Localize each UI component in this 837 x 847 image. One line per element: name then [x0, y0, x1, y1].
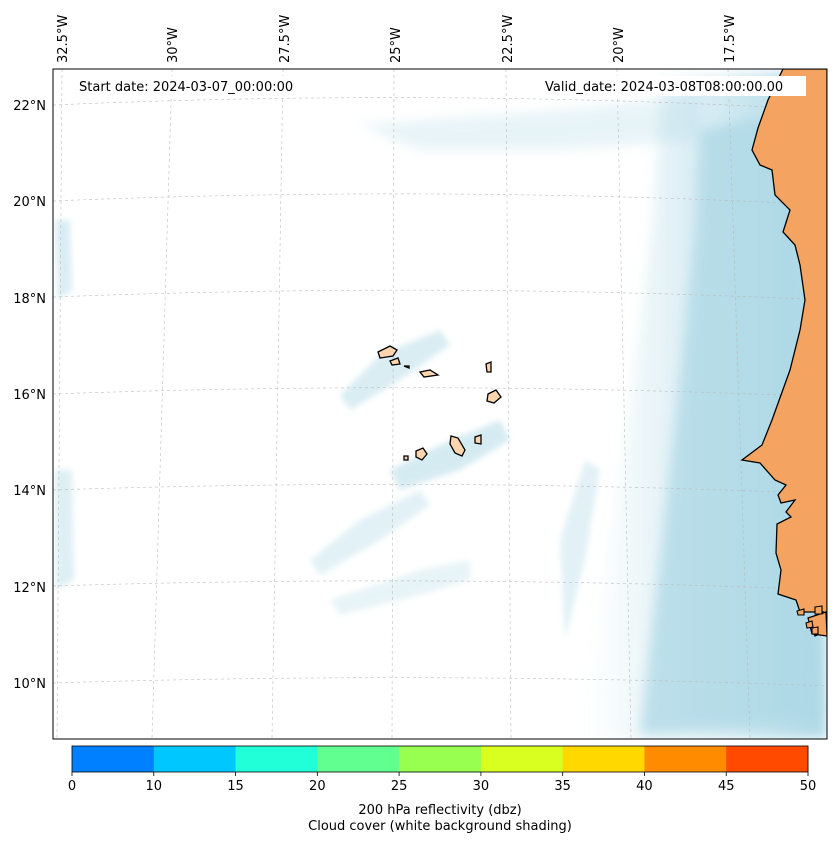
- map-frame: [52, 68, 828, 740]
- lon-label: 17.5°W: [723, 15, 738, 63]
- colorbar-tick-label: 15: [227, 779, 244, 794]
- map-panel: [53, 69, 827, 739]
- longitude-labels: 32.5°W 30°W 27.5°W 25°W 22.5°W 20°W 17.5…: [56, 15, 738, 63]
- colorbar-bin: [480, 746, 564, 772]
- island-maio: [474, 434, 482, 445]
- bijagos-islands: [796, 605, 823, 635]
- colorbar: 0 10 15 20 25 30 35 40 45 50 200 hPa reflectivity…: [68, 745, 816, 834]
- island-santo-antao: [377, 345, 398, 359]
- colorbar-tick-label: 25: [391, 779, 408, 794]
- lon-label: 32.5°W: [56, 15, 71, 63]
- island-sao-vicente: [389, 357, 401, 366]
- colorbar-tick-label: 10: [146, 779, 163, 794]
- lat-label: 10°N: [13, 677, 46, 692]
- gridlines: [53, 69, 827, 739]
- lon-label: 20°W: [612, 27, 627, 63]
- cloud-streak-center-south: [560, 460, 600, 640]
- colorbar-bin: [644, 746, 727, 772]
- colorbar-tick-label: 45: [718, 779, 735, 794]
- valid-date-label: Valid_date: 2024-03-08T08:00:00.00: [545, 80, 783, 95]
- island-fogo: [415, 447, 428, 461]
- island-brava: [403, 455, 409, 461]
- colorbar-tick-label: 50: [800, 779, 817, 794]
- lat-label: 22°N: [13, 99, 46, 114]
- cloud-band-east-core: [640, 110, 820, 735]
- lat-label: 12°N: [13, 581, 46, 596]
- colorbar-bin: [726, 746, 809, 772]
- colorbar-tick-label: 0: [68, 779, 76, 794]
- lon-label: 25°W: [389, 27, 404, 63]
- island-sal: [485, 361, 492, 373]
- lat-label: 20°N: [13, 195, 46, 210]
- cloud-cover-shading: [55, 70, 827, 739]
- cloud-streak-north: [360, 95, 700, 150]
- island-santa-luzia: [403, 365, 410, 369]
- colorbar-frame: [71, 745, 809, 773]
- cloud-streak-west-edge: [55, 220, 72, 300]
- colorbar-tick-label: 30: [473, 779, 490, 794]
- colorbar-bin: [153, 746, 237, 772]
- colorbar-tick-label: 35: [554, 779, 571, 794]
- lat-label: 18°N: [13, 292, 46, 307]
- colorbar-tick-label: 40: [636, 779, 653, 794]
- colorbar-label-line1: 200 hPa reflectivity (dbz): [358, 803, 521, 818]
- island-santiago: [449, 435, 466, 457]
- latitude-labels: 22°N 20°N 18°N 16°N 14°N 12°N 10°N: [13, 99, 46, 692]
- start-date-label: Start date: 2024-03-07_00:00:00: [79, 80, 293, 95]
- colorbar-bins: [72, 746, 809, 772]
- lat-label: 16°N: [13, 388, 46, 403]
- lon-label: 27.5°W: [278, 15, 293, 63]
- island-boa-vista: [486, 389, 502, 404]
- lon-label: 30°W: [166, 27, 181, 63]
- cape-verde-islands: [377, 345, 502, 461]
- cloud-streak-islands: [340, 330, 450, 410]
- colorbar-bin: [562, 746, 645, 772]
- colorbar-bin: [317, 746, 400, 772]
- colorbar-label-line2: Cloud cover (white background shading): [308, 819, 572, 834]
- colorbar-bin: [399, 746, 482, 772]
- island-sao-nicolau: [418, 369, 440, 378]
- colorbar-ticks: 0 10 15 20 25 30 35 40 45 50: [68, 772, 816, 794]
- colorbar-bin: [235, 746, 318, 772]
- cloud-streak-mid: [310, 490, 430, 575]
- cloud-streak-west-edge-2: [55, 470, 74, 590]
- lat-label: 14°N: [13, 484, 46, 499]
- cloud-streak-southwest: [330, 560, 470, 615]
- colorbar-tick-label: 20: [309, 779, 326, 794]
- colorbar-bin: [72, 746, 155, 772]
- lon-label: 22.5°W: [501, 15, 516, 63]
